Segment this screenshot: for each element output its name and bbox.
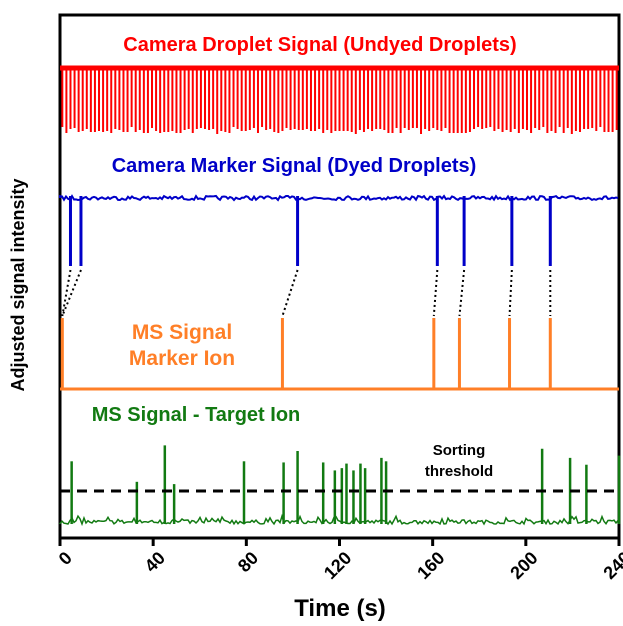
ms-target-trace bbox=[59, 445, 621, 527]
connector-line bbox=[281, 269, 299, 317]
x-tick-label: 80 bbox=[234, 548, 262, 576]
x-tick-label: 240 bbox=[599, 548, 623, 583]
camera-marker-baseline bbox=[59, 194, 619, 202]
series-label-camera-marker: Camera Marker Signal (Dyed Droplets) bbox=[112, 155, 477, 177]
x-tick-label: 200 bbox=[506, 548, 541, 583]
connector-line bbox=[458, 269, 466, 317]
connector-lines bbox=[61, 269, 552, 317]
x-axis-label: Time (s) bbox=[294, 595, 386, 622]
ms-target-noise bbox=[59, 513, 619, 527]
camera-marker-trace bbox=[59, 194, 619, 266]
series-label-ms-marker-line2: Marker Ion bbox=[129, 347, 235, 370]
x-tick-label: 0 bbox=[55, 548, 76, 569]
x-axis-ticks: 0 40 80 120 160 200 240 bbox=[55, 538, 623, 583]
x-tick-label: 40 bbox=[141, 548, 169, 576]
threshold-label-line2: threshold bbox=[425, 463, 493, 480]
connector-line bbox=[61, 269, 82, 317]
connector-line bbox=[508, 269, 513, 317]
threshold-label-line1: Sorting bbox=[433, 442, 486, 459]
x-tick-label: 120 bbox=[320, 548, 355, 583]
ms-marker-trace bbox=[60, 318, 619, 391]
connector-line bbox=[432, 269, 439, 317]
series-label-ms-target: MS Signal - Target Ion bbox=[92, 404, 301, 426]
camera-droplet-trace bbox=[60, 65, 619, 134]
y-axis-label: Adjusted signal intensity bbox=[8, 178, 28, 391]
series-label-camera-droplet: Camera Droplet Signal (Undyed Droplets) bbox=[123, 34, 516, 56]
x-tick-label: 160 bbox=[413, 548, 448, 583]
connector-line bbox=[61, 269, 72, 317]
series-label-ms-marker-line1: MS Signal bbox=[132, 321, 232, 344]
